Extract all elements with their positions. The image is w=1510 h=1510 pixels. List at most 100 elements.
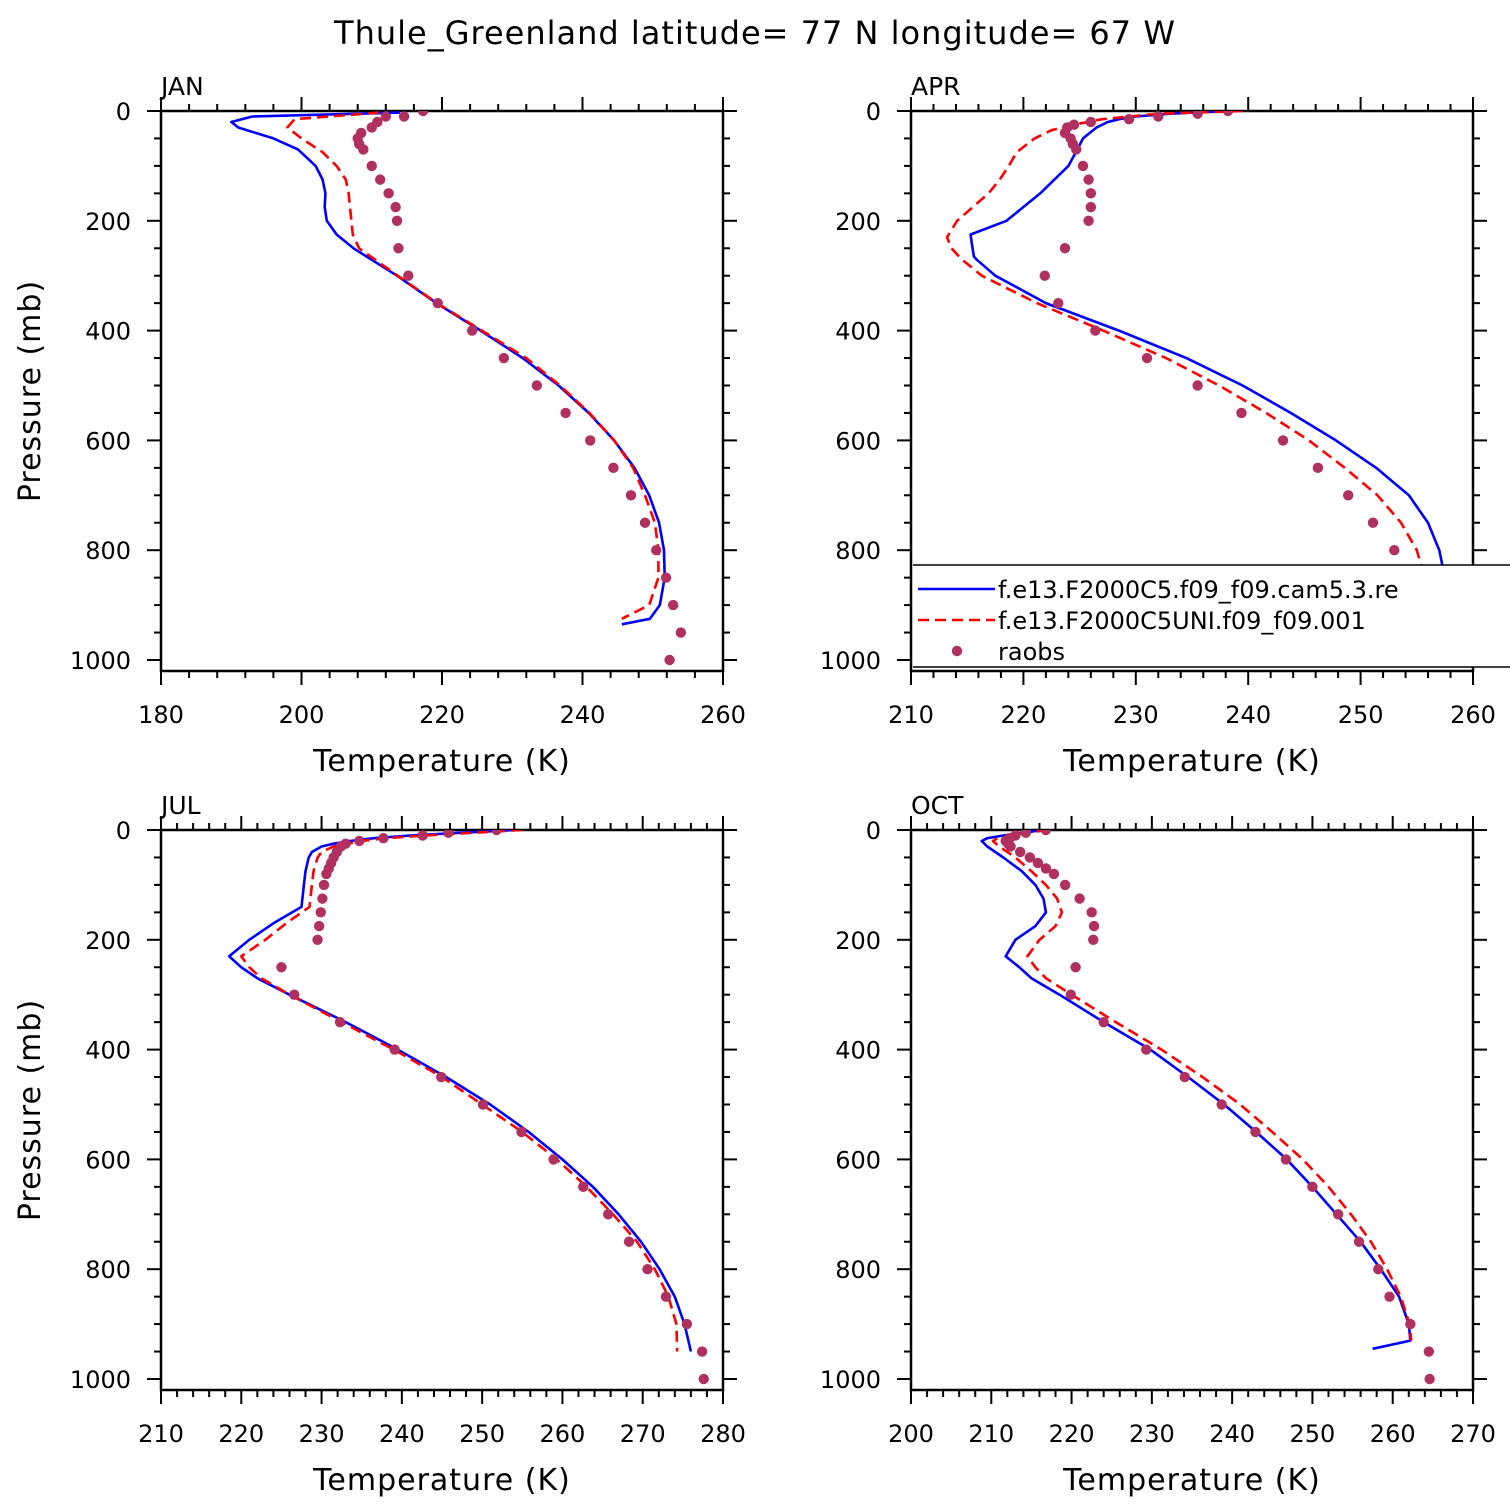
raobs-point	[312, 934, 323, 945]
y-tick-label: 0	[866, 817, 881, 845]
y-tick-label: 0	[116, 817, 131, 845]
raobs-point	[1086, 907, 1097, 918]
x-tick-label: 260	[1450, 701, 1496, 729]
raobs-point	[398, 111, 410, 122]
plot-area	[230, 111, 687, 666]
y-tick-label: 800	[85, 537, 131, 565]
raobs-point	[383, 188, 394, 199]
y-tick-label: 800	[835, 537, 881, 565]
legend-marker-raobs	[951, 645, 963, 657]
raobs-point	[390, 201, 401, 213]
figure-title: Thule_Greenland latitude= 77 N longitude…	[333, 14, 1176, 52]
raobs-point	[1373, 1264, 1384, 1275]
series-line-c5uni	[945, 111, 1426, 623]
x-tick-label: 260	[1370, 1420, 1416, 1448]
raobs-point	[1005, 841, 1016, 852]
raobs-point	[1098, 1016, 1109, 1028]
raobs-point	[276, 962, 287, 973]
raobs-point	[498, 352, 510, 364]
raobs-point	[1367, 517, 1379, 528]
raobs-point	[477, 1099, 489, 1110]
raobs-point	[366, 122, 377, 133]
x-tick-label: 240	[560, 701, 606, 729]
y-tick-label: 600	[835, 1146, 881, 1174]
x-tick-label: 280	[700, 1420, 746, 1448]
raobs-point	[432, 297, 443, 309]
y-tick-label: 200	[835, 927, 881, 955]
raobs-point	[1389, 545, 1400, 556]
raobs-point	[681, 1318, 693, 1330]
raobs-point	[354, 835, 365, 847]
y-tick-label: 0	[866, 98, 881, 126]
raobs-point	[1307, 1181, 1318, 1193]
legend-label: f.e13.F2000C5UNI.f09_f09.001	[998, 607, 1366, 635]
y-tick-label: 400	[85, 318, 131, 346]
raobs-point	[548, 1154, 559, 1165]
plot-area	[227, 830, 709, 1385]
raobs-point	[1032, 857, 1044, 869]
raobs-point	[1083, 215, 1094, 226]
raobs-point	[1423, 1346, 1435, 1357]
raobs-point	[1353, 1236, 1365, 1247]
x-axis-label: Temperature (K)	[312, 1463, 571, 1498]
x-tick-label: 200	[279, 701, 325, 729]
raobs-point	[1123, 114, 1135, 125]
y-tick-label: 1000	[820, 1366, 881, 1394]
x-tick-label: 240	[379, 1420, 425, 1448]
y-axis-label: Pressure (mb)	[13, 999, 48, 1221]
x-tick-label: 210	[968, 1420, 1014, 1448]
x-tick-label: 270	[1450, 1420, 1496, 1448]
y-tick-label: 200	[85, 208, 131, 236]
raobs-point	[1070, 962, 1081, 973]
panel-title: JUL	[159, 791, 201, 820]
legend: f.e13.F2000C5.f09_f09.cam5.3.re f.e13.F20…	[913, 564, 1510, 668]
x-tick-label: 180	[138, 701, 184, 729]
raobs-point	[1250, 1126, 1261, 1138]
raobs-point	[403, 270, 414, 281]
raobs-point	[660, 1291, 672, 1302]
plot-frame	[159, 828, 725, 1392]
raobs-point	[318, 879, 330, 891]
raobs-point	[1343, 490, 1354, 501]
raobs-point	[1236, 407, 1247, 419]
raobs-point	[1405, 1318, 1416, 1330]
raobs-point	[651, 545, 662, 556]
y-tick-label: 800	[85, 1256, 131, 1284]
raobs-point	[1192, 380, 1203, 391]
raobs-point	[1088, 934, 1099, 945]
series-line-cam5-3	[230, 111, 667, 626]
raobs-point	[1048, 868, 1060, 880]
raobs-point	[585, 435, 596, 446]
raobs-point	[1192, 111, 1203, 119]
raobs-point	[313, 920, 325, 932]
raobs-point	[1332, 1209, 1344, 1220]
raobs-point	[660, 572, 672, 583]
raobs-point	[1312, 462, 1324, 474]
plot-area	[945, 111, 1447, 666]
raobs-point	[1083, 174, 1094, 185]
raobs-point	[1085, 188, 1097, 199]
raobs-point	[358, 144, 369, 155]
raobs-point	[374, 174, 386, 185]
panel-title: JAN	[159, 72, 204, 101]
y-tick-label: 800	[835, 1256, 881, 1284]
raobs-point	[467, 325, 478, 336]
raobs-point	[1141, 352, 1153, 364]
x-tick-label: 260	[700, 701, 746, 729]
raobs-point	[1059, 243, 1071, 254]
series-line-cam5-3	[227, 830, 693, 1352]
raobs-point	[1384, 1291, 1395, 1302]
raobs-point	[1277, 435, 1289, 446]
raobs-point	[578, 1181, 589, 1193]
y-axis-label: Pressure (mb)	[13, 280, 48, 502]
raobs-point	[1280, 1154, 1292, 1165]
raobs-point	[1424, 1373, 1435, 1385]
raobs-point	[602, 1209, 614, 1220]
raobs-point	[1014, 846, 1026, 858]
raobs-point	[1090, 325, 1101, 336]
raobs-point	[366, 160, 377, 172]
series-line-cam5-3	[980, 830, 1412, 1351]
